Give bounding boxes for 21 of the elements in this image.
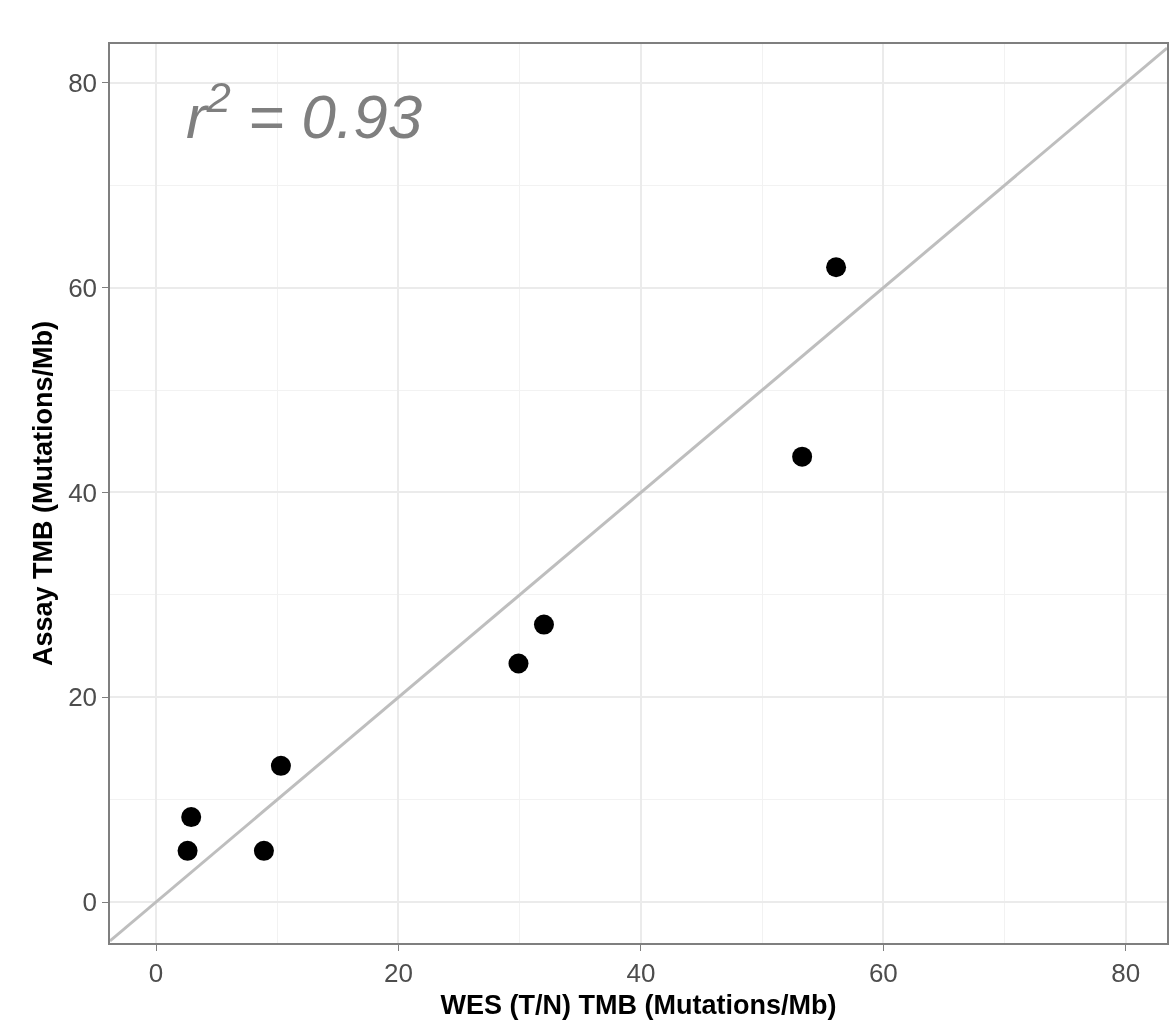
point bbox=[177, 840, 198, 861]
x-tick-label: 40 bbox=[626, 957, 656, 988]
point bbox=[508, 653, 529, 674]
point bbox=[792, 446, 813, 467]
point bbox=[533, 614, 554, 635]
x-axis-title: WES (T/N) TMB (Mutations/Mb) bbox=[440, 989, 837, 1020]
y-axis-title: Assay TMB (Mutations/Mb) bbox=[27, 320, 58, 667]
x-tick-label: 20 bbox=[384, 957, 413, 988]
point bbox=[181, 807, 202, 828]
point bbox=[826, 257, 847, 278]
annotation: r$^{2}$ = 0.93 bbox=[186, 73, 423, 152]
x-tick-label: 60 bbox=[868, 957, 898, 988]
point bbox=[270, 755, 291, 776]
x-tick-label: 80 bbox=[1111, 957, 1141, 988]
y-tick-label: 20 bbox=[68, 682, 98, 713]
x-tick-label: 0 bbox=[148, 957, 164, 988]
y-tick-label: 40 bbox=[68, 477, 98, 508]
y-tick-label: 80 bbox=[68, 68, 98, 99]
y-tick-label: 0 bbox=[82, 887, 98, 918]
point bbox=[253, 840, 274, 861]
y-tick-label: 60 bbox=[68, 272, 98, 303]
